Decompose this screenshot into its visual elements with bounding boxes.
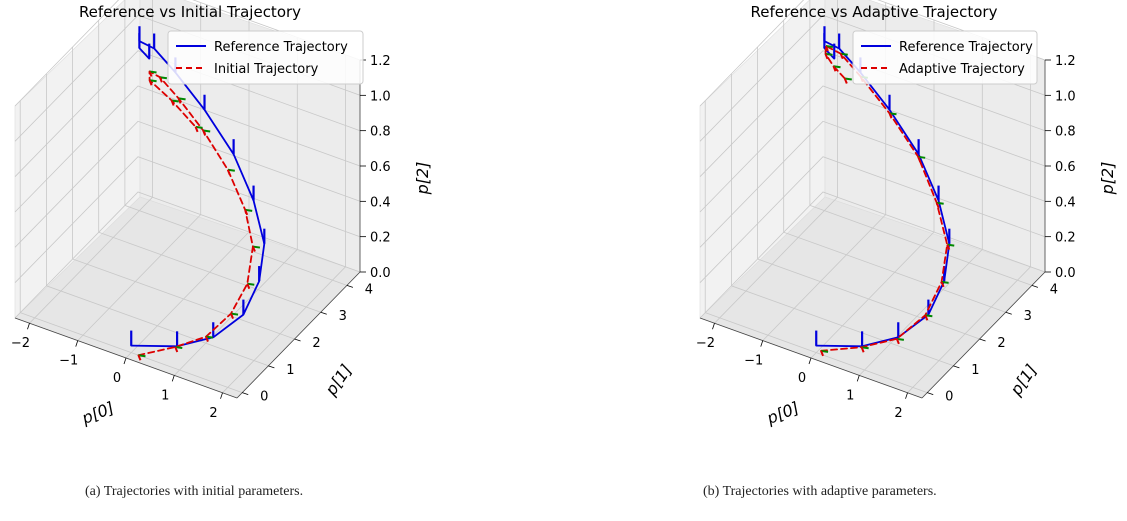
x-tick-label: 2 <box>894 406 902 421</box>
x-tick-label: 1 <box>161 388 169 403</box>
z-tick-label: 1.0 <box>1055 89 1076 104</box>
y-tick-label: 2 <box>997 336 1005 351</box>
caption-a: (a) Trajectories with initial parameters… <box>85 484 303 500</box>
x-tick <box>906 393 908 399</box>
z-axis-label: p[2] <box>1098 162 1117 196</box>
y-tick-label: 4 <box>365 282 373 297</box>
x-tick-label: −1 <box>59 354 78 369</box>
z-tick-label: 0.6 <box>1055 160 1076 175</box>
y-tick-label: 4 <box>1050 282 1058 297</box>
x-tick-label: 0 <box>798 371 806 386</box>
x-tick-label: −2 <box>696 336 715 351</box>
x-tick-label: −1 <box>744 354 763 369</box>
caption-b: (b) Trajectories with adaptive parameter… <box>703 484 937 500</box>
x-axis-label: p[0] <box>763 398 801 428</box>
z-tick-label: 1.2 <box>370 54 391 69</box>
z-tick-label: 1.0 <box>370 89 391 104</box>
z-tick-label: 0.4 <box>1055 195 1076 210</box>
z-tick-label: 0.2 <box>370 231 391 246</box>
x-axis-label: p[0] <box>78 398 116 428</box>
x-tick <box>712 323 714 329</box>
y-tick-label: 3 <box>1024 309 1032 324</box>
legend-label: Reference Trajectory <box>214 40 348 55</box>
y-tick <box>347 285 353 287</box>
y-tick <box>927 393 933 395</box>
x-tick <box>221 393 223 399</box>
x-tick <box>761 341 763 347</box>
x-tick <box>27 323 29 329</box>
y-tick <box>1032 285 1038 287</box>
y-axis-label: p[1] <box>321 361 356 400</box>
x-tick-label: 1 <box>846 388 854 403</box>
y-tick-label: 3 <box>339 309 347 324</box>
y-tick-label: 2 <box>312 336 320 351</box>
y-tick <box>953 366 959 368</box>
z-tick-label: 0.6 <box>370 160 391 175</box>
legend-label: Adaptive Trajectory <box>899 62 1025 77</box>
x-tick-label: −2 <box>11 336 30 351</box>
z-tick-label: 0.8 <box>370 125 391 140</box>
y-tick-label: 1 <box>971 363 979 378</box>
x-tick <box>124 358 126 364</box>
z-tick-label: 0.8 <box>1055 125 1076 140</box>
y-tick <box>295 339 301 341</box>
y-tick <box>268 366 274 368</box>
chart-panel-adaptive: −2 −1 0 1 2 0 1 2 3 40.0 0.2 0.4 0.6 0.8 1.0 1.2 p[0] p[1… <box>696 0 1117 428</box>
y-tick-label: 1 <box>286 363 294 378</box>
chart-title: Reference vs Adaptive Trajectory <box>751 3 998 21</box>
y-tick <box>980 339 986 341</box>
y-tick-label: 0 <box>945 390 953 405</box>
z-tick-label: 0.2 <box>1055 231 1076 246</box>
legend-label: Reference Trajectory <box>899 40 1033 55</box>
z-tick-label: 0.0 <box>1055 266 1076 281</box>
legend-label: Initial Trajectory <box>214 62 319 77</box>
x-tick <box>809 358 811 364</box>
x-tick <box>76 341 78 347</box>
x-tick-label: 2 <box>209 406 217 421</box>
y-tick-label: 0 <box>260 390 268 405</box>
y-tick <box>1006 312 1012 314</box>
x-tick <box>172 375 174 381</box>
y-axis-label: p[1] <box>1006 361 1041 400</box>
y-tick <box>321 312 327 314</box>
x-tick <box>857 375 859 381</box>
z-tick-label: 1.2 <box>1055 54 1076 69</box>
z-axis-label: p[2] <box>413 162 432 196</box>
z-tick-label: 0.0 <box>370 266 391 281</box>
chart-title: Reference vs Initial Trajectory <box>79 3 301 21</box>
x-tick-label: 0 <box>113 371 121 386</box>
chart-panel-initial: −2 −1 0 1 2 0 1 2 3 40.0 0.2 0.4 0.6 0.8 1.0 1.2 p[0] p[1… <box>11 0 432 428</box>
y-tick <box>242 393 248 395</box>
z-tick-label: 0.4 <box>370 195 391 210</box>
